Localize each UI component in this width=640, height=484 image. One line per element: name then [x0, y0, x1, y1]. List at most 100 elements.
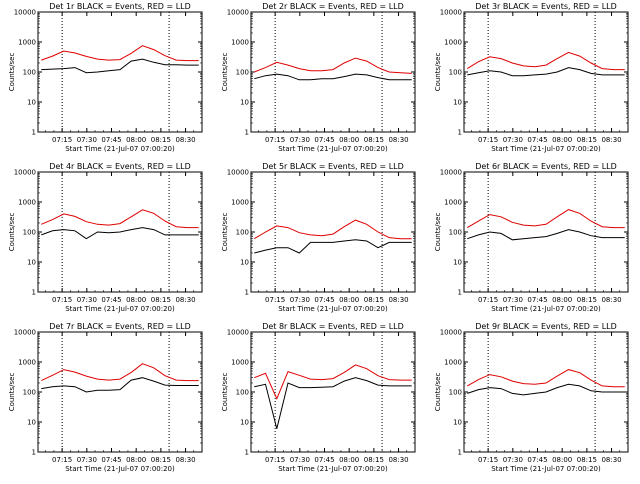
chart-title: Det 6r BLACK = Events, RED = LLD [475, 162, 617, 171]
y-tick-label: 10 [240, 259, 249, 267]
y-tick-label: 10000 [14, 169, 36, 177]
chart-title: Det 5r BLACK = Events, RED = LLD [262, 162, 404, 171]
x-tick-label: 08:15 [577, 296, 597, 304]
events-series-line [467, 383, 625, 396]
x-tick-label: 08:15 [151, 456, 171, 464]
y-tick-label: 1 [458, 289, 462, 297]
x-tick-label: 08:15 [577, 136, 597, 144]
x-tick-label: 08:00 [126, 136, 146, 144]
y-tick-label: 10000 [227, 169, 249, 177]
x-tick-label: 07:30 [503, 456, 523, 464]
events-series-line [41, 227, 199, 240]
y-tick-label: 1 [458, 449, 462, 457]
lld-series-line [467, 369, 625, 388]
y-tick-label: 100 [449, 389, 462, 397]
x-tick-label: 08:30 [388, 296, 408, 304]
x-tick-label: 07:30 [290, 456, 310, 464]
x-tick-label: 07:30 [77, 296, 97, 304]
x-axis-label: Start Time (21-Jul-07 07:00:20) [491, 145, 601, 153]
x-tick-label: 08:15 [364, 296, 384, 304]
lld-series-line [467, 51, 625, 71]
x-tick-label: 08:15 [364, 136, 384, 144]
y-tick-label: 100 [23, 389, 36, 397]
y-tick-label: 100 [449, 69, 462, 77]
x-tick-label: 08:30 [601, 296, 621, 304]
x-axis-label: Start Time (21-Jul-07 07:00:20) [278, 465, 388, 473]
x-tick-label: 08:00 [552, 456, 572, 464]
y-tick-label: 1 [245, 449, 249, 457]
events-series-line [254, 73, 412, 81]
chart-det-5: Det 5r BLACK = Events, RED = LLD 1 10 100 10… [221, 162, 416, 313]
lld-series-line [41, 209, 199, 229]
chart-det-2: Det 2r BLACK = Events, RED = LLD 1 10 100 10… [221, 2, 416, 153]
lld-series-line [41, 363, 199, 382]
y-tick-label: 1000 [444, 359, 462, 367]
y-tick-label: 10 [240, 419, 249, 427]
y-tick-label: 1000 [231, 39, 249, 47]
chart-det-4: Det 4r BLACK = Events, RED = LLD 1 10 100 10… [8, 162, 203, 313]
y-tick-label: 10 [453, 259, 462, 267]
x-axis-label: Start Time (21-Jul-07 07:00:20) [491, 465, 601, 473]
y-tick-label: 1 [245, 289, 249, 297]
y-tick-label: 1 [245, 129, 249, 137]
x-tick-label: 07:45 [527, 296, 547, 304]
x-tick-label: 07:30 [290, 296, 310, 304]
x-axis-label: Start Time (21-Jul-07 07:00:20) [278, 305, 388, 313]
lld-series-line [254, 57, 412, 74]
y-tick-label: 10 [27, 419, 36, 427]
y-tick-label: 100 [23, 69, 36, 77]
y-axis-label: Counts/sec [221, 373, 229, 412]
x-tick-label: 07:30 [290, 136, 310, 144]
y-tick-label: 100 [236, 229, 249, 237]
y-axis-label: Counts/sec [8, 53, 16, 92]
y-tick-label: 1000 [444, 199, 462, 207]
x-tick-label: 08:00 [126, 296, 146, 304]
y-axis-label: Counts/sec [434, 213, 442, 252]
y-tick-label: 1000 [18, 359, 36, 367]
events-series-line [254, 239, 412, 254]
y-tick-label: 10000 [440, 9, 462, 17]
events-series-line [254, 377, 412, 429]
y-tick-label: 1 [32, 289, 36, 297]
events-series-line [467, 229, 625, 241]
x-axis-label: Start Time (21-Jul-07 07:00:20) [65, 305, 175, 313]
x-tick-label: 07:45 [314, 456, 334, 464]
x-tick-label: 08:00 [339, 456, 359, 464]
y-tick-label: 1000 [18, 39, 36, 47]
chart-det-7: Det 7r BLACK = Events, RED = LLD 1 10 100 10… [8, 322, 203, 473]
chart-title: Det 2r BLACK = Events, RED = LLD [262, 2, 404, 11]
y-tick-label: 1000 [18, 199, 36, 207]
x-tick-label: 07:15 [52, 296, 72, 304]
y-tick-label: 10 [453, 99, 462, 107]
x-axis-label: Start Time (21-Jul-07 07:00:20) [65, 145, 175, 153]
x-tick-label: 07:45 [314, 136, 334, 144]
x-tick-label: 07:15 [265, 296, 285, 304]
lld-series-line [41, 45, 199, 62]
y-axis-label: Counts/sec [8, 373, 16, 412]
x-tick-label: 07:30 [77, 456, 97, 464]
x-tick-label: 08:15 [577, 456, 597, 464]
y-tick-label: 10000 [14, 9, 36, 17]
x-tick-label: 08:00 [339, 296, 359, 304]
x-tick-label: 07:45 [101, 136, 121, 144]
chart-title: Det 9r BLACK = Events, RED = LLD [475, 322, 617, 331]
y-tick-label: 1000 [231, 199, 249, 207]
x-tick-label: 07:45 [101, 296, 121, 304]
lld-series-line [254, 219, 412, 240]
chart-det-9: Det 9r BLACK = Events, RED = LLD 1 10 100 10… [434, 322, 629, 473]
x-tick-label: 07:15 [265, 136, 285, 144]
chart-title: Det 4r BLACK = Events, RED = LLD [49, 162, 191, 171]
y-tick-label: 1 [458, 129, 462, 137]
x-tick-label: 08:15 [364, 456, 384, 464]
x-tick-label: 07:15 [52, 456, 72, 464]
x-tick-label: 07:45 [314, 296, 334, 304]
chart-title: Det 7r BLACK = Events, RED = LLD [49, 322, 191, 331]
x-tick-label: 08:30 [388, 136, 408, 144]
y-tick-label: 1000 [231, 359, 249, 367]
y-tick-label: 10 [240, 99, 249, 107]
chart-det-6: Det 6r BLACK = Events, RED = LLD 1 10 100 10… [434, 162, 629, 313]
x-tick-label: 08:30 [601, 456, 621, 464]
x-tick-label: 08:15 [151, 136, 171, 144]
y-tick-label: 1 [32, 449, 36, 457]
